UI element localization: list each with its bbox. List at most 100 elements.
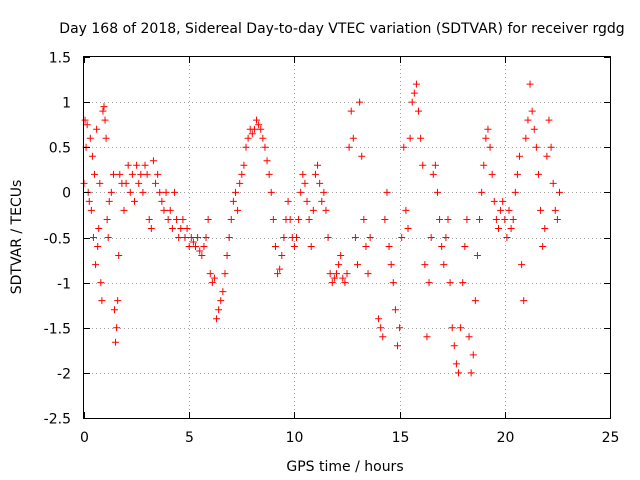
data-point: [339, 274, 347, 282]
data-point: [484, 125, 492, 133]
data-point: [227, 215, 235, 223]
data-point: [100, 103, 108, 111]
data-point: [94, 243, 102, 251]
data-point: [309, 206, 317, 214]
data-point: [383, 188, 391, 196]
data-point: [507, 224, 515, 232]
data-point: [427, 234, 435, 241]
data-point: [311, 170, 319, 178]
data-point: [278, 252, 286, 260]
data-point: [259, 134, 267, 142]
data-point: [387, 261, 395, 269]
data-point: [393, 342, 401, 350]
data-point: [415, 107, 423, 115]
y-tick-label: 1.5: [49, 51, 71, 67]
data-point: [534, 170, 542, 178]
data-point: [208, 279, 216, 287]
data-point: [442, 234, 450, 241]
data-point: [147, 224, 155, 232]
data-point: [497, 206, 505, 214]
data-point: [217, 297, 225, 305]
data-point: [177, 224, 185, 232]
data-point: [81, 116, 89, 124]
data-point: [478, 188, 486, 196]
data-point: [532, 143, 540, 151]
data-point: [242, 143, 250, 151]
data-point: [83, 121, 91, 129]
data-point: [400, 143, 408, 151]
y-tick-label: 1: [62, 96, 71, 112]
data-point: [337, 252, 345, 260]
data-point: [225, 234, 233, 241]
y-axis-label: SDTVAR / TECUs: [9, 180, 25, 295]
data-point: [471, 297, 479, 305]
data-point: [391, 306, 399, 314]
data-point: [115, 252, 123, 260]
data-point: [473, 252, 481, 260]
data-point: [126, 188, 134, 196]
data-point: [539, 243, 547, 251]
data-point: [137, 170, 145, 178]
data-point: [503, 234, 511, 241]
data-point: [215, 306, 223, 314]
data-point: [162, 188, 170, 196]
data-point: [267, 188, 275, 196]
data-point: [141, 161, 149, 169]
data-point: [152, 179, 160, 187]
data-point: [295, 215, 303, 223]
data-point: [452, 360, 460, 368]
data-point: [524, 116, 532, 124]
data-point: [354, 261, 362, 269]
data-point: [175, 234, 183, 241]
x-tick-label: 10: [286, 430, 304, 446]
data-point: [145, 215, 153, 223]
data-point: [509, 215, 517, 223]
data-point: [455, 369, 463, 377]
data-point: [463, 215, 471, 223]
data-point: [459, 279, 467, 287]
data-point: [381, 215, 389, 223]
y-tick-label: 0: [62, 186, 71, 202]
data-point: [480, 161, 488, 169]
data-point: [412, 80, 420, 88]
data-point: [433, 188, 441, 196]
data-point: [179, 215, 187, 223]
data-point: [492, 215, 500, 223]
data-point: [280, 234, 288, 241]
data-point: [244, 134, 252, 142]
data-point: [120, 206, 128, 214]
data-point: [505, 206, 513, 214]
axis-ticks: [84, 57, 611, 419]
data-point: [290, 243, 298, 251]
data-point: [143, 170, 151, 178]
data-point: [286, 215, 294, 223]
data-point: [551, 206, 559, 214]
data-point: [170, 188, 178, 196]
data-point: [128, 170, 136, 178]
data-point: [271, 243, 279, 251]
data-point: [192, 243, 200, 251]
data-point: [396, 324, 404, 332]
data-point: [438, 243, 446, 251]
data-point: [87, 206, 95, 214]
data-point: [440, 261, 448, 269]
data-point: [543, 152, 551, 160]
data-point: [421, 261, 429, 269]
data-point: [93, 125, 101, 133]
data-point: [248, 130, 256, 138]
data-point: [85, 197, 93, 205]
data-point: [99, 107, 107, 115]
data-point: [96, 179, 104, 187]
data-point: [187, 234, 195, 241]
data-point: [210, 274, 218, 282]
data-point: [109, 170, 117, 178]
data-point: [122, 179, 130, 187]
data-point: [307, 243, 315, 251]
plot-frame: [83, 56, 611, 419]
data-point: [482, 134, 490, 142]
data-point: [488, 170, 496, 178]
data-point: [274, 270, 282, 278]
data-point: [253, 116, 261, 124]
data-point: [465, 333, 473, 341]
data-point: [269, 215, 277, 223]
